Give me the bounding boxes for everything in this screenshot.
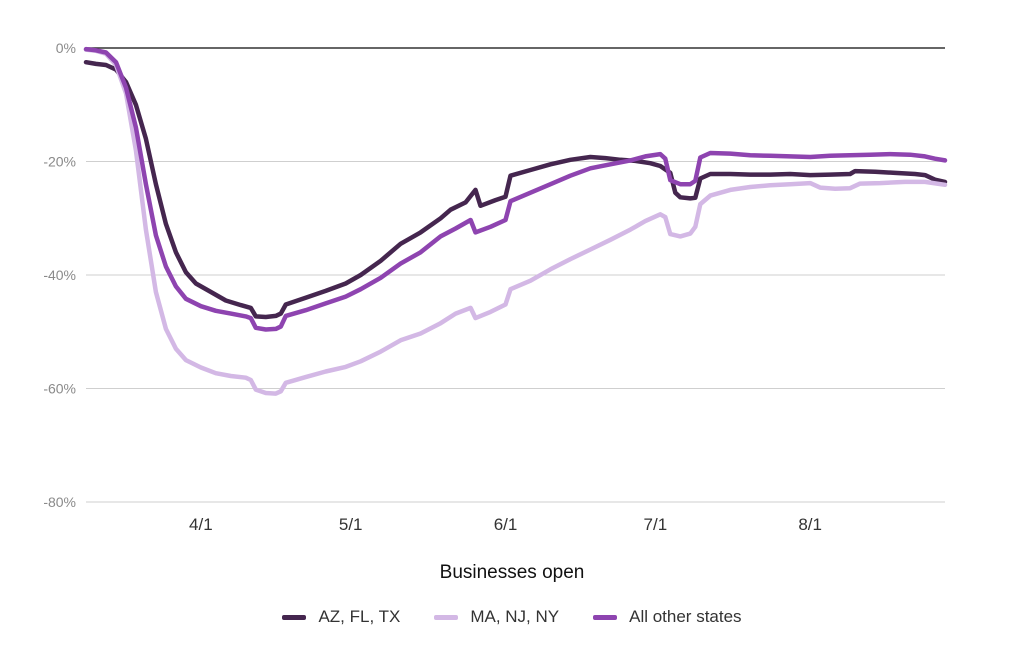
y-tick-label: -40% — [43, 267, 76, 283]
series-line-ma-nj-ny — [83, 47, 948, 396]
y-tick-label: -60% — [43, 381, 76, 397]
legend-swatch-all-other-states — [593, 614, 618, 620]
legend-item-ma-nj-ny: MA, NJ, NY — [434, 607, 559, 627]
y-axis-ticks: 0% -20% -40% -60% -80% — [43, 40, 76, 510]
legend-item-all-other-states: All other states — [593, 607, 742, 627]
legend-swatch-az-fl-tx — [282, 614, 307, 620]
x-tick-label: 8/1 — [798, 515, 822, 534]
legend-label-az-fl-tx: AZ, FL, TX — [318, 607, 401, 626]
y-tick-label: -80% — [43, 494, 76, 510]
y-tick-label: 0% — [56, 40, 76, 56]
legend-item-az-fl-tx: AZ, FL, TX — [282, 607, 400, 627]
x-tick-label: 5/1 — [339, 515, 363, 534]
x-tick-label: 6/1 — [494, 515, 518, 534]
series-line-az-fl-tx — [83, 59, 948, 320]
legend: AZ, FL, TX MA, NJ, NY All other states — [0, 607, 1024, 627]
legend-label-all-other-states: All other states — [629, 607, 742, 626]
legend-label-ma-nj-ny: MA, NJ, NY — [470, 607, 560, 626]
x-axis-ticks: 4/1 5/1 6/1 7/1 8/1 — [189, 515, 822, 534]
x-axis-label: Businesses open — [439, 562, 585, 583]
y-tick-label: -20% — [43, 154, 76, 170]
series-line-all-other-states — [83, 46, 948, 332]
series-lines — [83, 46, 948, 396]
gridlines — [86, 47, 945, 503]
legend-swatch-ma-nj-ny — [434, 614, 459, 620]
x-tick-label: 7/1 — [644, 515, 668, 534]
x-tick-label: 4/1 — [189, 515, 213, 534]
